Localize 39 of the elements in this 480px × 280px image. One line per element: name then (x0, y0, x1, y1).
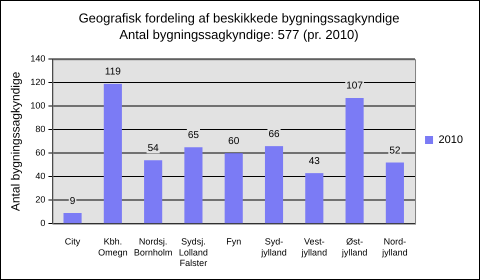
x-tick-label: Kbh. Omegn (98, 236, 128, 258)
y-tick-label: 100 (30, 100, 46, 111)
y-tick-label: 60 (35, 148, 46, 158)
x-tick-label: Øst- jylland (340, 236, 368, 258)
y-tick-label: 40 (35, 171, 46, 182)
bar (305, 173, 324, 224)
bar (386, 162, 404, 224)
data-label: 107 (346, 80, 364, 92)
bar (184, 147, 202, 224)
bar (264, 146, 284, 224)
bar (224, 153, 243, 224)
x-tick-label: Nordsj. Bornholm (134, 236, 172, 258)
chart-title: Geografisk fordeling af beskikkede bygningssagkyndige (78, 10, 400, 26)
y-tick-label: 80 (35, 124, 46, 134)
x-tick-label: Sydsj. Lolland Falster (178, 236, 208, 268)
x-tick-label: Nord- jylland (381, 236, 408, 258)
bar (63, 213, 82, 224)
x-tick-label: City (64, 236, 81, 246)
bar (144, 160, 162, 224)
data-label: 60 (228, 136, 240, 147)
x-tick-label: Vest- jylland (300, 236, 328, 258)
data-label: 52 (389, 145, 401, 156)
chart-subtitle: Antal bygningssagkyndige: 577 (pr. 2010) (119, 26, 359, 42)
bar (346, 98, 364, 224)
y-tick-label: 140 (30, 54, 46, 64)
x-tick-label: Fyn (226, 236, 242, 246)
data-label: 54 (148, 142, 160, 154)
y-tick-label: 120 (30, 77, 46, 88)
x-tick-label: Syd- jylland (260, 236, 287, 258)
data-label: 9 (70, 196, 76, 207)
data-label: 66 (268, 128, 280, 140)
bar (104, 84, 122, 224)
data-label: 43 (308, 156, 320, 167)
y-tick-label: 20 (35, 194, 46, 205)
y-axis-title: Antal bygningssagkyndige (8, 71, 23, 212)
y-tick-label: 0 (40, 218, 46, 228)
legend-label: 2010 (438, 134, 464, 146)
data-label: 119 (104, 66, 122, 78)
data-label: 65 (188, 130, 200, 142)
